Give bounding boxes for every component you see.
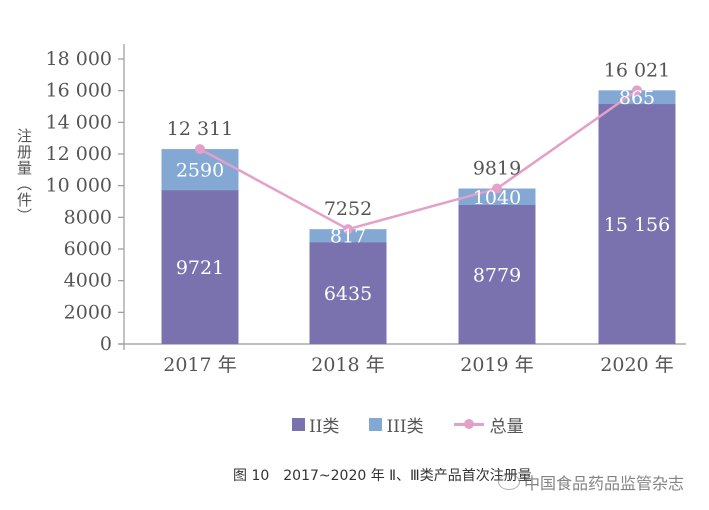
- y-tick-label: 4000: [64, 270, 112, 292]
- legend-item-class3: III类: [369, 412, 424, 437]
- data-label-total: 7252: [324, 198, 372, 220]
- bar-class3: [161, 149, 239, 191]
- watermark: 中国食品药品监管杂志: [498, 470, 684, 494]
- legend-line-marker-icon: [453, 418, 484, 431]
- chart: 0 2000 4000 6000 8000 10 000 12 000 14 000 16 00…: [46, 44, 686, 376]
- data-label-class3: 2590: [176, 160, 224, 182]
- data-label-class2: 8779: [473, 264, 521, 286]
- x-tick-label: 2018 年: [311, 354, 384, 376]
- y-axis-label: 注册量（件）: [15, 128, 33, 224]
- bars: [161, 90, 676, 344]
- x-axis: 2017 年 2018 年 2019 年 2020 年: [118, 343, 686, 376]
- legend-item-total: 总量: [453, 412, 524, 437]
- bar-class3: [598, 90, 676, 105]
- data-label-class2: 9721: [176, 257, 224, 279]
- legend-swatch-class3: [369, 418, 383, 431]
- x-tick-label: 2020 年: [600, 354, 673, 376]
- data-label-class2: 15 156: [604, 214, 670, 236]
- legend-swatch-class2: [292, 418, 305, 431]
- y-axis: 0 2000 4000 6000 8000 10 000 12 000 14 000 16 00…: [46, 44, 125, 355]
- wechat-icon: [498, 474, 520, 490]
- legend-label-total: 总量: [489, 417, 524, 437]
- total-point: [343, 224, 353, 235]
- total-point: [492, 183, 502, 194]
- y-tick-label: 6000: [64, 238, 112, 260]
- data-label-total: 12 311: [167, 118, 233, 140]
- y-tick-label: 2000: [64, 301, 112, 323]
- legend-label-class2: II类: [309, 417, 340, 437]
- y-tick-label: 8000: [64, 206, 112, 228]
- y-tick-label: 10 000: [46, 175, 112, 197]
- data-label-total: 16 021: [604, 59, 670, 81]
- x-tick-label: 2019 年: [460, 354, 533, 376]
- data-label-class3: 865: [619, 87, 655, 109]
- legend-label-class3: III类: [386, 417, 424, 437]
- watermark-text: 中国食品药品监管杂志: [524, 474, 685, 493]
- data-label-total: 9819: [473, 158, 521, 180]
- total-line-path: [199, 89, 638, 231]
- data-label-class3: 817: [330, 226, 366, 248]
- x-tick-label: 2017 年: [163, 354, 236, 376]
- y-tick-label: 14 000: [46, 111, 112, 133]
- y-tick-label: 18 000: [46, 48, 112, 70]
- bar-class2: [309, 242, 387, 344]
- total-point: [632, 85, 642, 96]
- y-tick-label: 16 000: [46, 80, 112, 102]
- figure-caption: 图 10 2017~2020 年 Ⅱ、Ⅲ类产品首次注册量: [233, 468, 532, 484]
- bar-class2: [598, 104, 676, 344]
- data-label-class3: 1040: [473, 187, 521, 209]
- legend-item-class2: II类: [292, 412, 339, 437]
- bar-class2: [161, 190, 239, 344]
- bar-class2: [458, 204, 536, 344]
- total-line: [195, 85, 642, 235]
- data-label-class2: 6435: [324, 283, 372, 305]
- y-tick-label: 12 000: [46, 143, 112, 165]
- legend: II类 III类 总量: [292, 412, 554, 437]
- data-labels: 9721 2590 6435 817 8779 1040 15 156 865 12 311 72…: [167, 59, 670, 305]
- total-point: [195, 144, 205, 155]
- y-tick-label: 0: [100, 333, 112, 355]
- bar-class3: [309, 229, 387, 243]
